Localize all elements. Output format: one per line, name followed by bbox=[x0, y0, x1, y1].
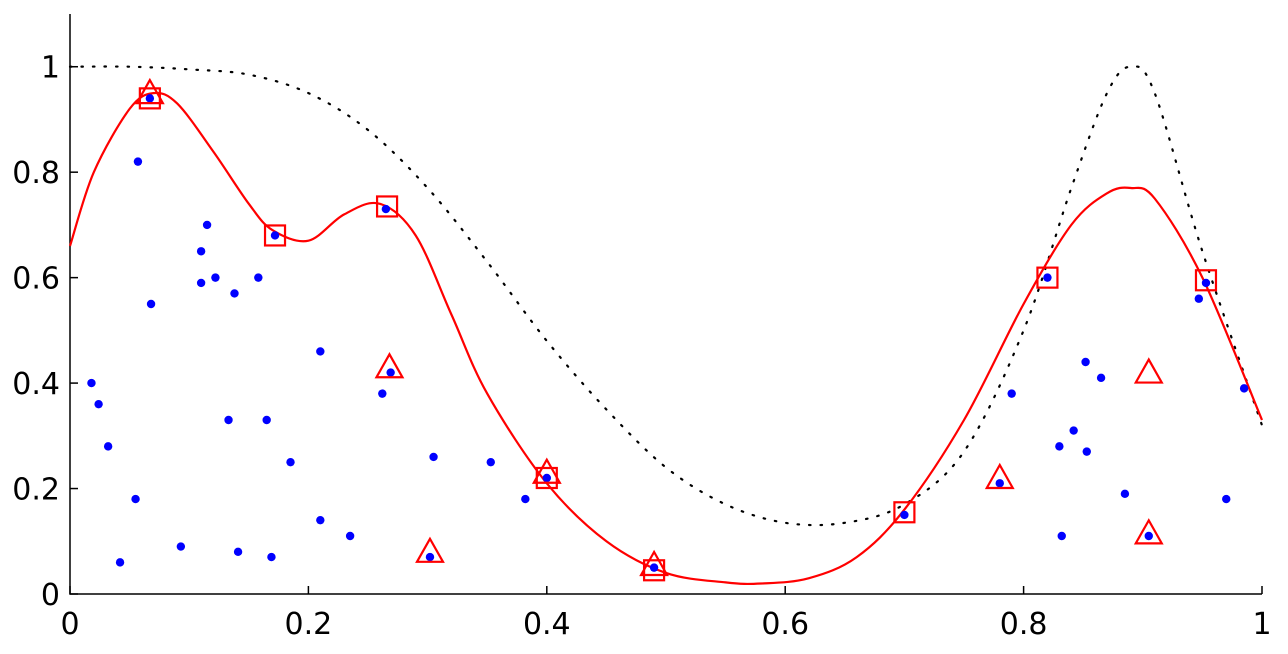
data-point bbox=[316, 515, 325, 525]
data-point bbox=[233, 547, 243, 557]
data-point bbox=[270, 231, 280, 240]
data-point bbox=[1055, 442, 1064, 451]
data-point bbox=[1082, 447, 1091, 456]
data-point bbox=[316, 347, 325, 356]
data-point bbox=[1057, 531, 1066, 541]
data-point bbox=[381, 204, 391, 214]
square-marker bbox=[263, 224, 287, 247]
square-marker bbox=[1194, 269, 1218, 292]
x-tick-label: 0.2 bbox=[285, 607, 333, 642]
data-point bbox=[1007, 389, 1016, 398]
data-point bbox=[131, 494, 140, 504]
triangle-marker bbox=[134, 77, 165, 105]
data-point bbox=[196, 247, 206, 256]
data-point bbox=[224, 415, 233, 425]
data-point bbox=[230, 289, 239, 298]
data-point bbox=[995, 479, 1004, 488]
data-point bbox=[1069, 426, 1078, 435]
x-axis: 0 0.2 0.4 0.6 0.8 1 bbox=[60, 586, 1272, 642]
data-point bbox=[1120, 489, 1130, 499]
data-point bbox=[542, 473, 551, 483]
data-point bbox=[900, 510, 909, 520]
triangle-marker bbox=[415, 536, 445, 563]
square-marker bbox=[893, 501, 916, 524]
data-point bbox=[1239, 384, 1249, 393]
y-tick-label: 0.2 bbox=[12, 473, 60, 508]
x-tick-label: 0.6 bbox=[761, 607, 809, 642]
y-axis: 0 0.2 0.4 0.6 0.8 1 bbox=[12, 51, 78, 613]
data-point bbox=[486, 457, 495, 467]
true-function-line bbox=[68, 65, 1264, 527]
data-point bbox=[176, 542, 186, 551]
x-tick-label: 0 bbox=[60, 607, 79, 642]
y-tick-label: 0.4 bbox=[12, 367, 60, 402]
data-point bbox=[146, 299, 156, 309]
data-point bbox=[196, 278, 206, 288]
triangle-marker bbox=[984, 462, 1015, 490]
triangle-marker bbox=[1133, 357, 1164, 384]
data-point bbox=[254, 273, 263, 282]
y-tick-label: 1 bbox=[41, 51, 60, 86]
data-point bbox=[94, 399, 103, 409]
triangle-marker bbox=[1133, 518, 1164, 545]
data-point bbox=[145, 94, 155, 103]
data-point bbox=[262, 415, 271, 425]
data-point bbox=[202, 220, 212, 230]
y-tick-label: 0.8 bbox=[12, 156, 60, 191]
triangle-marker bbox=[374, 352, 405, 379]
x-tick-label: 1 bbox=[1252, 607, 1271, 642]
y-tick-label: 0 bbox=[41, 578, 60, 613]
triangle-marker bbox=[639, 549, 669, 577]
data-point bbox=[267, 552, 276, 562]
data-point bbox=[133, 157, 143, 166]
y-tick-label: 0.6 bbox=[12, 262, 60, 297]
square-marker bbox=[375, 195, 399, 218]
data-point bbox=[1144, 531, 1153, 541]
data-point bbox=[1194, 294, 1204, 303]
data-point bbox=[1081, 357, 1090, 367]
data-point bbox=[386, 368, 395, 377]
data-point bbox=[1201, 278, 1211, 288]
fit-line bbox=[68, 91, 1264, 586]
data-point bbox=[211, 273, 220, 282]
data-point bbox=[378, 389, 387, 398]
data-point bbox=[429, 452, 438, 462]
data-point bbox=[1222, 494, 1231, 504]
data-point bbox=[87, 378, 96, 388]
data-point bbox=[425, 552, 435, 562]
data-point bbox=[649, 563, 659, 572]
axes-frame bbox=[69, 14, 1262, 595]
triangle-marker bbox=[531, 457, 562, 484]
x-tick-label: 0.8 bbox=[1000, 607, 1048, 642]
data-point bbox=[1043, 273, 1052, 282]
plot-area bbox=[68, 14, 1264, 595]
data-point bbox=[103, 442, 113, 451]
square-marker bbox=[1036, 266, 1059, 289]
x-tick-label: 0.4 bbox=[523, 607, 571, 642]
data-point bbox=[286, 457, 295, 467]
data-point bbox=[521, 494, 530, 504]
data-point bbox=[345, 531, 355, 541]
data-point bbox=[115, 558, 125, 567]
data-point bbox=[1096, 373, 1106, 383]
